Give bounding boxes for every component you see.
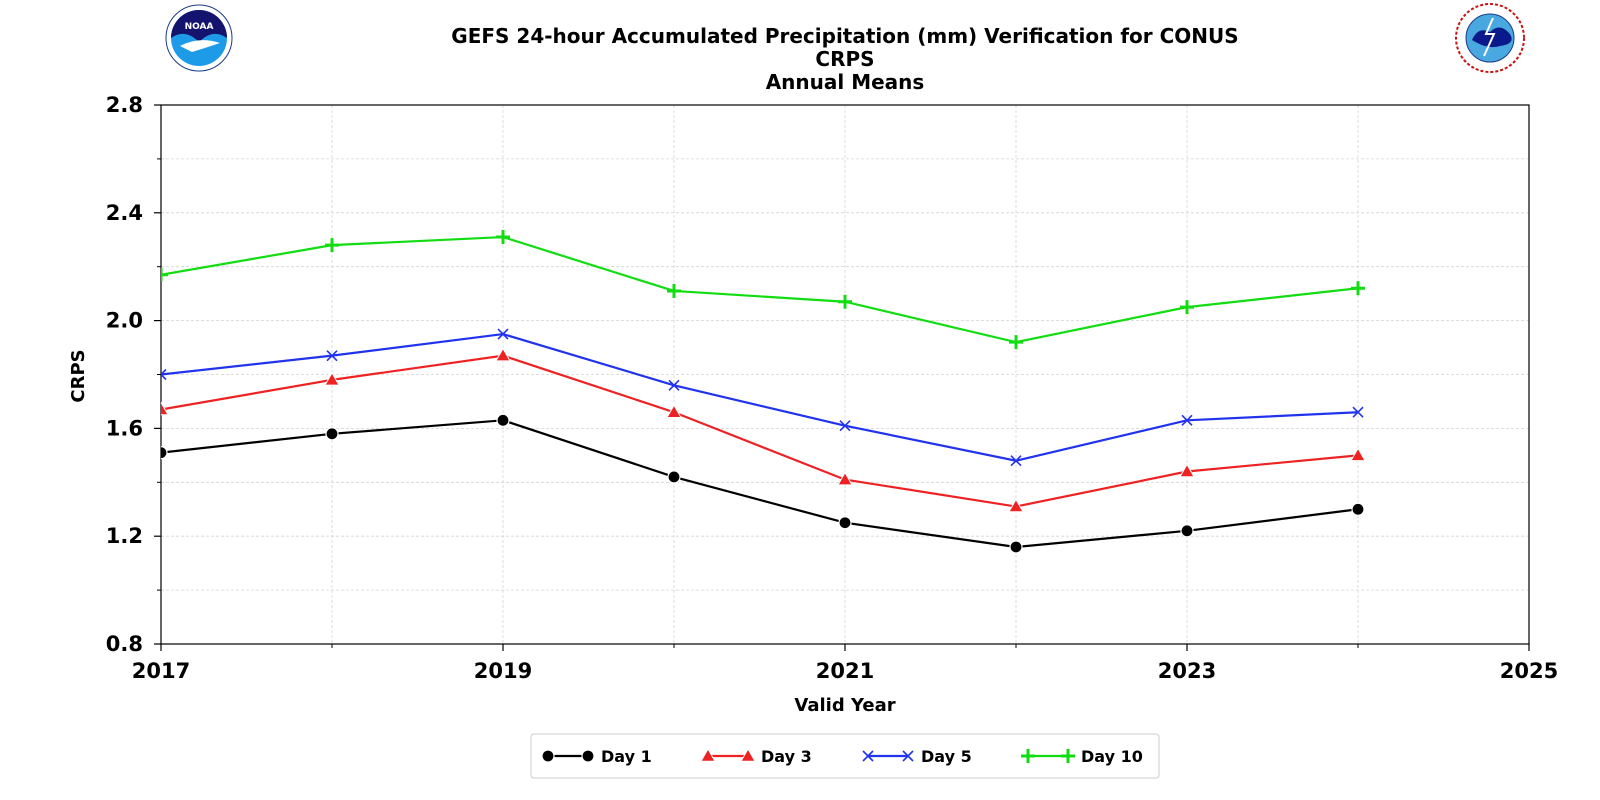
legend: Day 1 Day 3 Day 5 Day 10: [530, 733, 1160, 779]
series-line-day-5: [161, 332, 1359, 462]
data-point-day-10: [161, 267, 168, 282]
data-point-day-1: [1180, 524, 1194, 538]
legend-marker: [541, 749, 555, 763]
legend-marker: [862, 750, 874, 762]
legend-marker: [581, 749, 595, 763]
y-tick-label: 1.6: [106, 416, 143, 440]
data-point-day-10: [1009, 335, 1023, 350]
data-point-day-1: [838, 516, 852, 530]
x-tick-label: 2025: [1500, 659, 1558, 683]
series-day-5: [161, 328, 1364, 467]
legend-label: Day 1: [601, 747, 652, 766]
data-point-day-1: [1009, 540, 1023, 554]
series-line-day-10: [161, 235, 1359, 344]
series-line-day-3: [161, 354, 1359, 508]
y-tick-label: 0.8: [106, 632, 143, 656]
data-point-day-5: [668, 379, 680, 391]
data-point-day-3: [495, 347, 511, 362]
axes: 2017 2019 2021 2023 2025 0.8 1.2 1.6 2.0 2.4 2.8: [106, 93, 1558, 683]
data-point-day-1: [1351, 502, 1365, 516]
data-point-day-10: [1180, 300, 1194, 315]
data-point-day-1: [161, 446, 168, 460]
legend-label: Day 5: [921, 747, 972, 766]
legend-marker: [1021, 749, 1035, 763]
legend-marker: [902, 750, 914, 762]
data-point-day-3: [1008, 498, 1024, 513]
y-axis-title: CRPS: [68, 349, 89, 402]
title-line-1: GEFS 24-hour Accumulated Precipitation (…: [451, 24, 1238, 48]
x-tick-label: 2023: [1158, 659, 1216, 683]
chart-title: GEFS 24-hour Accumulated Precipitation (…: [451, 24, 1238, 94]
data-point-day-3: [1350, 447, 1366, 462]
legend-label: Day 10: [1081, 747, 1143, 766]
data-point-day-5: [839, 420, 851, 432]
data-point-day-10: [496, 230, 510, 245]
noaa-logo-icon: NOAA: [165, 4, 233, 72]
data-point-day-10: [325, 238, 339, 253]
legend-item-day-1: Day 1: [541, 747, 652, 766]
legend-marker: [740, 747, 756, 762]
data-point-day-1: [496, 413, 510, 427]
data-point-day-5: [1352, 406, 1364, 418]
series-day-3: [161, 347, 1366, 513]
legend-marker: [1061, 749, 1075, 763]
data-point-day-1: [325, 427, 339, 441]
data-point-day-1: [667, 470, 681, 484]
nws-logo-icon: [1455, 3, 1525, 73]
title-line-2: CRPS: [815, 47, 874, 71]
series-day-1: [161, 413, 1365, 554]
legend-item-day-3: Day 3: [700, 747, 812, 766]
data-point-day-3: [324, 371, 340, 386]
series-line-day-1: [161, 419, 1359, 549]
x-tick-label: 2017: [132, 659, 190, 683]
series-day-10: [161, 230, 1365, 350]
title-line-3: Annual Means: [766, 70, 925, 94]
data-point-day-5: [326, 350, 338, 362]
x-axis-title: Valid Year: [794, 695, 895, 716]
data-point-day-3: [666, 404, 682, 418]
y-tick-label: 1.2: [106, 524, 143, 548]
data-point-day-10: [1351, 281, 1365, 296]
legend-marker: [700, 747, 716, 762]
y-tick-label: 2.8: [106, 93, 143, 117]
data-point-day-5: [1010, 455, 1022, 467]
y-tick-label: 2.0: [106, 309, 143, 333]
legend-item-day-5: Day 5: [862, 747, 972, 766]
data-point-day-3: [1179, 463, 1195, 478]
data-point-day-5: [497, 328, 509, 340]
data-point-day-10: [838, 294, 852, 309]
series-layer: [161, 230, 1366, 554]
noaa-logo-text: NOAA: [185, 22, 214, 32]
x-tick-label: 2019: [474, 659, 532, 683]
legend-label: Day 3: [761, 747, 812, 766]
data-point-day-3: [161, 401, 169, 416]
data-point-day-10: [667, 283, 681, 298]
data-point-day-5: [161, 368, 167, 381]
legend-box: [530, 733, 1160, 779]
x-tick-label: 2021: [816, 659, 874, 683]
legend-item-day-10: Day 10: [1021, 747, 1143, 766]
data-point-day-3: [837, 471, 853, 486]
y-tick-label: 2.4: [106, 201, 143, 225]
data-point-day-5: [1181, 414, 1193, 426]
